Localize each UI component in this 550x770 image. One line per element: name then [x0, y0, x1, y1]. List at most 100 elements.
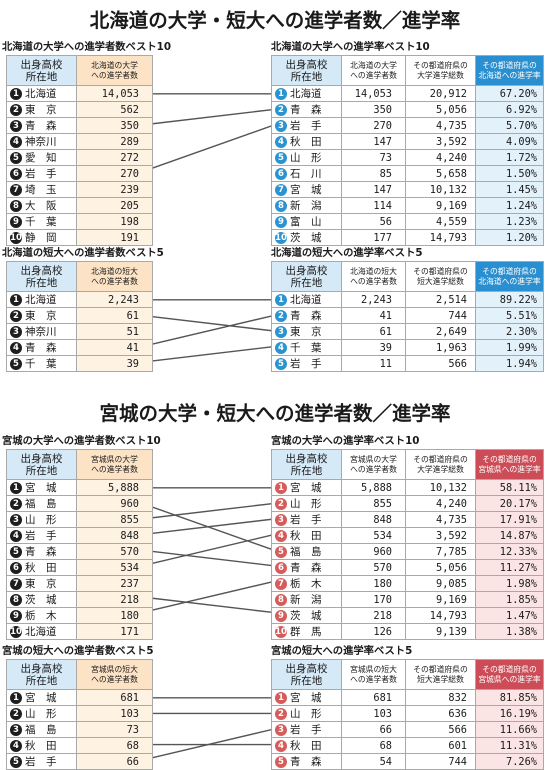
hokkaido-junior-count-subtitle: 北海道の短大への進学者数ベスト5 — [2, 247, 164, 259]
value-cell: 51 — [76, 323, 153, 340]
rate-cell: 1.99% — [475, 339, 544, 356]
miyagi-univ-rate-table: 出身高校 所在地 宮城県の大学 への進学者数 その都道府県の 大学進学総数 その都道府… — [271, 449, 544, 640]
rank-badge: 2 — [10, 497, 22, 510]
total-cell: 4,735 — [405, 117, 476, 134]
pref-name: 北海道 — [25, 88, 57, 100]
pref-name: 岩 手 — [290, 724, 322, 736]
rank-badge: 5 — [275, 151, 287, 164]
header-value: 宮城県の大学 への進学者数 — [76, 449, 153, 480]
pref-name: 愛 知 — [25, 152, 57, 164]
total-cell: 14,793 — [405, 607, 476, 624]
total-cell: 10,132 — [405, 181, 476, 198]
rank-badge: 1 — [275, 481, 287, 494]
header-total: その都道府県の 大学進学総数 — [405, 55, 476, 86]
rank-badge: 5 — [10, 357, 22, 370]
value-cell: 66 — [76, 753, 153, 770]
rate-cell: 67.20% — [475, 85, 544, 102]
value-cell: 570 — [76, 543, 153, 560]
rate-cell: 89.22% — [475, 291, 544, 308]
table-row: 1 北海道 2,243 2,514 89.22% — [271, 291, 544, 308]
rank-badge: 8 — [10, 593, 22, 606]
rank-badge: 1 — [10, 87, 22, 100]
pref-name: 神奈川 — [25, 136, 57, 148]
total-cell: 4,559 — [405, 213, 476, 230]
value-cell: 239 — [76, 181, 153, 198]
pref-cell: 1 北海道 — [271, 291, 342, 308]
header-row: 出身高校 所在地 宮城県の大学 への進学者数 — [6, 449, 153, 480]
pref-name: 山 形 — [290, 498, 322, 510]
rank-badge: 8 — [10, 199, 22, 212]
rate-cell: 1.85% — [475, 591, 544, 608]
total-cell: 5,056 — [405, 101, 476, 118]
rank-badge: 2 — [275, 309, 287, 322]
link-line-miyagi_junior-5-3 — [141, 728, 275, 761]
header-rate: その都道府県の 北海道への進学率 — [475, 55, 544, 86]
table-row: 1 北海道 14,053 20,912 67.20% — [271, 85, 544, 102]
rank-badge: 2 — [275, 103, 287, 116]
total-cell: 3,592 — [405, 527, 476, 544]
rate-cell: 1.24% — [475, 197, 544, 214]
table-row: 10 北海道 171 — [6, 623, 153, 640]
header-row: 出身高校 所在地 北海道の短大 への進学者数 その都道府県の 短大進学総数 その都道府… — [271, 261, 544, 292]
pref-name: 東 京 — [25, 578, 57, 590]
rank-badge: 2 — [10, 309, 22, 322]
hokkaido-junior-count-table: 出身高校 所在地 北海道の短大 への進学者数 1 北海道 2,243 2 東 京 61 3 神奈川… — [6, 261, 153, 372]
rate-cell: 1.47% — [475, 607, 544, 624]
rate-cell: 11.66% — [475, 721, 544, 738]
value-cell: 562 — [76, 101, 153, 118]
link-line-hokkaido_junior-4-2 — [141, 314, 275, 348]
rank-badge: 7 — [10, 183, 22, 196]
miyagi-junior-rate-table: 出身高校 所在地 宮城県の短大 への進学者数 その都道府県の 短大進学総数 その都道府… — [271, 659, 544, 770]
pref-name: 栃 木 — [290, 578, 322, 590]
rank-badge: 10 — [275, 231, 287, 244]
header-pref: 出身高校 所在地 — [271, 55, 342, 86]
value-cell: 147 — [341, 133, 406, 150]
miyagi-section-title: 宮城の大学・短大への進学者数／進学率 — [99, 402, 451, 425]
pref-name: 福 島 — [290, 546, 322, 558]
value-cell: 68 — [76, 737, 153, 754]
rate-cell: 58.11% — [475, 479, 544, 496]
pref-name: 大 阪 — [25, 200, 57, 212]
value-cell: 198 — [76, 213, 153, 230]
rank-badge: 3 — [275, 119, 287, 132]
link-line-hokkaido_junior-5-4 — [141, 345, 275, 363]
miyagi-junior-rate-subtitle: 宮城の短大への進学率ベスト5 — [271, 645, 413, 657]
table-row: 3 神奈川 51 — [6, 323, 153, 340]
pref-name: 静 岡 — [25, 232, 57, 244]
rate-cell: 11.27% — [475, 559, 544, 576]
rank-badge: 1 — [275, 691, 287, 704]
rank-badge: 4 — [10, 739, 22, 752]
rank-badge: 1 — [10, 293, 22, 306]
header-pref: 出身高校 所在地 — [6, 659, 77, 690]
link-line-miyagi_univ-2-5 — [141, 502, 275, 551]
header-total: その都道府県の 大学進学総数 — [405, 449, 476, 480]
header-row: 出身高校 所在地 北海道の大学 への進学者数 その都道府県の 大学進学総数 その都道府… — [271, 55, 544, 86]
pref-name: 新 潟 — [290, 200, 322, 212]
value-cell: 350 — [76, 117, 153, 134]
